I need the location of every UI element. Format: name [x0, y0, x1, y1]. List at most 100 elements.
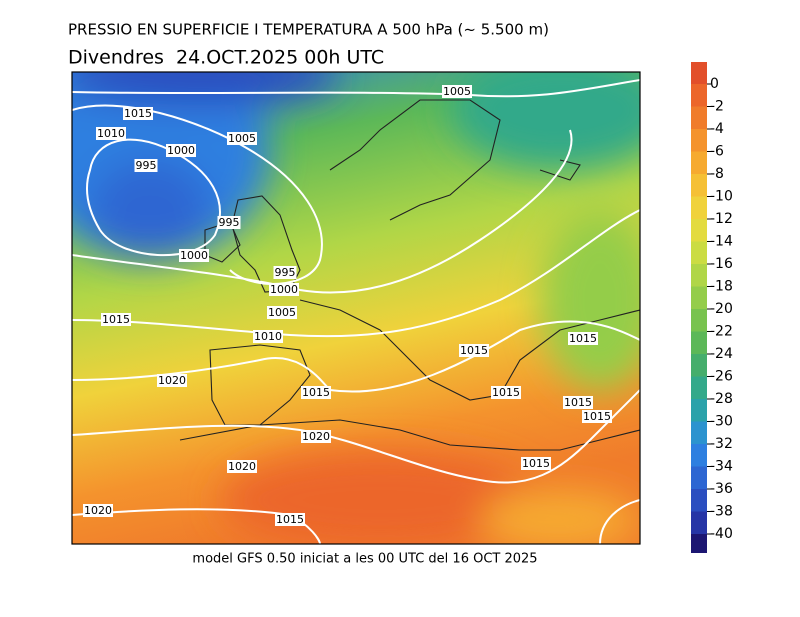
isobar-label-box	[123, 107, 153, 120]
isobar-label: 1015	[583, 410, 611, 423]
isobar-label-box	[568, 332, 598, 345]
isobar-label: 1000	[167, 144, 195, 157]
isobar-label-box	[157, 374, 187, 387]
colorbar-bin	[691, 376, 707, 399]
isobar-label-box	[459, 344, 489, 357]
colorbar-bin	[691, 331, 707, 354]
colorbar-label: 0	[710, 76, 719, 92]
colorbar-bin	[691, 241, 707, 264]
isobar-label-box	[227, 460, 257, 473]
isobar-label-box	[166, 144, 196, 157]
colorbar-label: -24	[710, 346, 733, 362]
colorbar-bin	[691, 84, 707, 107]
isobar-label-box	[101, 313, 131, 326]
isobar-label-box	[275, 513, 305, 526]
isobar-label: 1000	[270, 283, 298, 296]
footer: model GFS 0.50 iniciat a les 00 UTC del …	[192, 552, 537, 567]
isobar-label-box	[301, 430, 331, 443]
isobar-label: 1015	[102, 313, 130, 326]
colorbar-label: -20	[710, 301, 733, 317]
isobar-label-box	[217, 216, 241, 229]
colorbar-label: -6	[710, 144, 724, 160]
title: PRESSIO EN SUPERFICIE I TEMPERATURA A 50…	[68, 21, 549, 39]
isobar-label: 1010	[254, 330, 282, 343]
colorbar-label: -32	[710, 436, 733, 452]
isobar-label: 1015	[522, 457, 550, 470]
colorbar-label: -16	[710, 256, 733, 272]
isobar-label-box	[521, 457, 551, 470]
colorbar-label: -40	[710, 526, 733, 542]
colorbar-label: -22	[710, 324, 733, 340]
isobar-label-box	[134, 159, 158, 172]
colorbar-bin	[691, 444, 707, 467]
colorbar-bin	[691, 286, 707, 309]
isobar-label: 1010	[97, 127, 125, 140]
colorbar-label: -14	[710, 234, 733, 250]
colorbar-bin	[691, 354, 707, 377]
colorbar-bin	[691, 309, 707, 332]
colorbar-label: -10	[710, 189, 733, 205]
isobar-label-box	[227, 132, 257, 145]
isobar-label-box	[253, 330, 283, 343]
isobar-label-box	[301, 386, 331, 399]
subtitle: Divendres 24.OCT.2025 00h UTC	[68, 47, 384, 69]
map-frame	[71, 71, 641, 545]
isobar-label-box	[179, 249, 209, 262]
colorbar-label: -38	[710, 504, 733, 520]
colorbar-label: -4	[710, 121, 724, 137]
isobar-label-box	[96, 127, 126, 140]
colorbar-label: -36	[710, 481, 733, 497]
colorbar-bin	[691, 264, 707, 287]
isobar-labels: 1005 1015 1010 1005 1000 995 995 1000 995 1000 100…	[83, 85, 612, 526]
isobar-label: 1005	[443, 85, 471, 98]
isobar-label-box	[83, 504, 113, 517]
colorbar-label: -28	[710, 391, 733, 407]
isobar-label-box	[273, 266, 297, 279]
colorbar-bin	[691, 174, 707, 197]
colorbar-bin	[691, 196, 707, 219]
colorbar-bin	[691, 399, 707, 422]
isobar-label: 1020	[228, 460, 256, 473]
colorbar-bin	[691, 534, 707, 553]
isobar-label: 1015	[460, 344, 488, 357]
colorbar-bin	[691, 421, 707, 444]
colorbar-label: -2	[710, 99, 724, 115]
isobar-label: 1015	[492, 386, 520, 399]
isobar-label-box	[269, 283, 299, 296]
isobar-label-box	[442, 85, 472, 98]
isobar-label: 995	[136, 159, 157, 172]
isobar-label: 1005	[268, 306, 296, 319]
isobar-label: 1015	[564, 396, 592, 409]
colorbar-label: -8	[710, 166, 724, 182]
isobar-label: 1020	[158, 374, 186, 387]
colorbar-label: -34	[710, 459, 733, 475]
colorbar-label: -18	[710, 279, 733, 295]
colorbar-bin	[691, 511, 707, 534]
isobar-label-box	[267, 306, 297, 319]
colorbar-label: -30	[710, 414, 733, 430]
colorbar-bin	[691, 129, 707, 152]
isobar-label: 1015	[569, 332, 597, 345]
isobar-label-box	[582, 410, 612, 423]
colorbar-label: -26	[710, 369, 733, 385]
colorbar-bin	[691, 466, 707, 489]
isobar-label: 1005	[228, 132, 256, 145]
colorbar-bin	[691, 62, 707, 84]
isobar-label: 1015	[302, 386, 330, 399]
colorbar: 0 -2 -4 -6 -8 -10 -12 -14 -16 -18 -20 -22 -24 -26 -28 -…	[691, 62, 733, 553]
isobar-label-box	[563, 396, 593, 409]
isobar-label: 1015	[276, 513, 304, 526]
colorbar-bin	[691, 219, 707, 242]
isobar-label: 1015	[124, 107, 152, 120]
map: 1005 1015 1010 1005 1000 995 995 1000 995 1000 100…	[72, 72, 640, 544]
colorbar-bin	[691, 151, 707, 174]
isobar-label: 1020	[84, 504, 112, 517]
colorbar-bin	[691, 489, 707, 512]
isobar-label: 1000	[180, 249, 208, 262]
isobar-label-box	[491, 386, 521, 399]
isobar-label: 995	[219, 216, 240, 229]
colorbar-label: -12	[710, 211, 733, 227]
isobar-label: 1020	[302, 430, 330, 443]
colorbar-bin	[691, 106, 707, 129]
